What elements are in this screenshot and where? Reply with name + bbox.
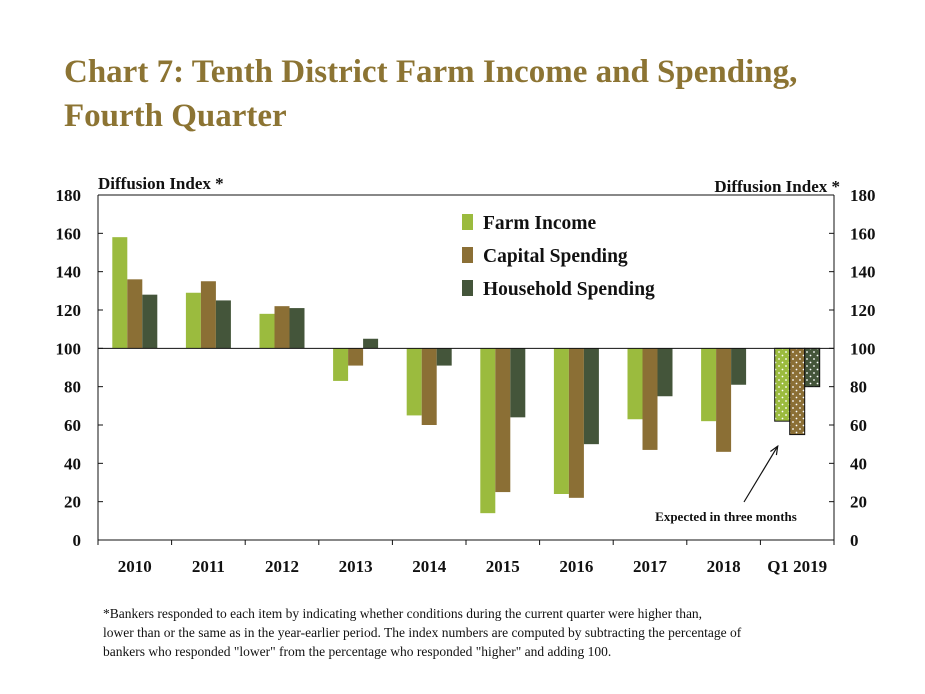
y-tick-label-right-40: 40 [850,454,867,473]
bar-farm-income-2018 [701,348,717,422]
bar-capital-spending-2017 [642,348,658,450]
x-tick-label-2010: 2010 [118,557,152,576]
bar-capital-spending-q1-2019 [789,347,806,436]
bar-farm-income-q1-2019 [774,347,791,422]
x-tick-label-2013: 2013 [339,557,373,576]
legend-swatch-household-spending [462,280,473,296]
bar-household-spending-q1-2019 [804,347,821,388]
y-tick-label-left-140: 140 [56,263,82,282]
bar-farm-income-2014 [406,348,422,416]
legend-label-capital-spending: Capital Spending [483,246,628,267]
y-tick-label-right-0: 0 [850,531,859,550]
y-tick-label-right-120: 120 [850,301,876,320]
bar-farm-income-2015 [480,348,496,514]
footnote-line-2: lower than or the same as in the year-ea… [103,625,742,640]
bar-farm-income-2012 [259,313,275,349]
bar-capital-spending-2015 [495,348,511,493]
bar-capital-spending-2013 [348,348,364,366]
y-tick-label-right-80: 80 [850,378,867,397]
bar-capital-spending-2010 [127,279,143,349]
bar-farm-income-2011 [185,292,201,349]
bar-household-spending-2014 [436,348,452,366]
bar-capital-spending-2018 [716,348,732,452]
bar-household-spending-2016 [583,348,599,445]
y-axis-label-left: Diffusion Index * [98,174,224,193]
legend-label-household-spending: Household Spending [483,279,655,300]
y-tick-label-left-20: 20 [64,493,81,512]
annotation-text: Expected in three months [655,509,797,524]
bar-household-spending-2015 [510,348,526,418]
chart-title: Chart 7: Tenth District Farm Income and … [64,50,904,138]
bar-household-spending-2013 [363,338,379,349]
bar-household-spending-2011 [215,300,231,349]
bar-farm-income-2016 [553,348,569,494]
x-tick-label-2016: 2016 [559,557,593,576]
y-tick-label-right-140: 140 [850,263,876,282]
bar-farm-income-2010 [112,237,128,349]
x-tick-label-2017: 2017 [633,557,668,576]
bar-farm-income-2013 [333,348,349,381]
y-tick-label-left-80: 80 [64,378,81,397]
y-tick-label-left-180: 180 [56,186,82,205]
x-tick-label-2018: 2018 [707,557,741,576]
chart-title-line-1: Chart 7: Tenth District Farm Income and … [64,54,798,90]
footnote-line-1: *Bankers responded to each item by indic… [103,606,703,621]
y-tick-label-left-0: 0 [73,531,82,550]
bar-farm-income-2017 [627,348,643,420]
y-tick-label-right-60: 60 [850,416,867,435]
y-tick-label-left-40: 40 [64,454,81,473]
y-tick-label-left-120: 120 [56,301,82,320]
footnote: *Bankers responded to each item by indic… [103,604,863,661]
y-tick-label-left-60: 60 [64,416,81,435]
y-tick-label-right-20: 20 [850,493,867,512]
y-tick-label-right-100: 100 [850,339,876,358]
y-tick-label-right-160: 160 [850,224,876,243]
x-tick-label-2014: 2014 [412,557,447,576]
x-tick-label-2012: 2012 [265,557,299,576]
footnote-line-3: bankers who responded "lower" from the p… [103,644,612,659]
annotation-arrow-line [743,445,779,503]
x-tick-label-2011: 2011 [192,557,225,576]
bar-household-spending-2010 [142,294,158,349]
bar-household-spending-2017 [657,348,673,397]
legend-label-farm-income: Farm Income [483,213,597,234]
y-tick-label-left-100: 100 [56,339,82,358]
y-tick-label-left-160: 160 [56,224,82,243]
legend-swatch-capital-spending [462,247,473,263]
x-tick-label-q1-2019: Q1 2019 [767,557,827,576]
bar-capital-spending-2014 [421,348,437,425]
annotation-arrow-head [770,444,779,456]
y-axis-label-right: Diffusion Index * [714,177,840,196]
bar-chart: 2010 2011 2012 2013 2014 2015 2016 2017 2018 Q1 2… [56,174,876,576]
bar-capital-spending-2011 [200,281,216,349]
legend-swatch-farm-income [462,214,473,230]
x-tick-label-2015: 2015 [486,557,520,576]
bar-capital-spending-2012 [274,306,290,349]
chart-title-line-2: Fourth Quarter [64,98,287,134]
y-tick-label-right-180: 180 [850,186,876,205]
bar-household-spending-2012 [289,308,305,349]
bar-capital-spending-2016 [568,348,584,498]
bar-household-spending-2018 [731,348,747,385]
